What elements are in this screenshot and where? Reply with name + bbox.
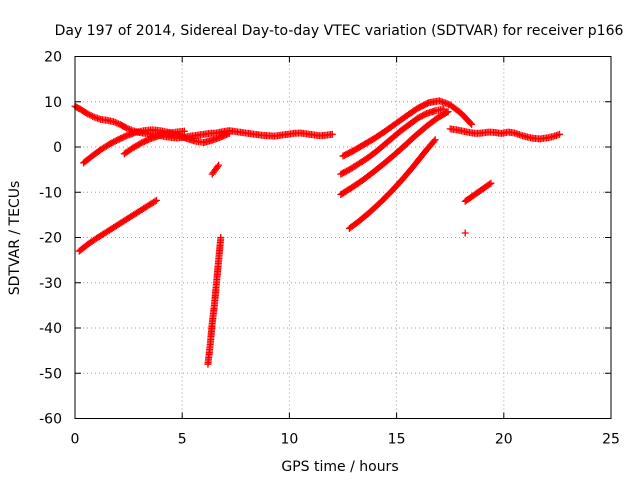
- y-tick-label: -30: [39, 276, 62, 292]
- y-tick-label: -60: [39, 412, 62, 428]
- data-point: [152, 196, 160, 204]
- series-early-rise: [75, 196, 160, 255]
- series-rise-3: [345, 136, 439, 232]
- series-baseline-early: [71, 102, 336, 142]
- data-point: [122, 124, 130, 132]
- data-point: [217, 234, 225, 241]
- data-point: [180, 127, 188, 135]
- data-point: [556, 130, 564, 138]
- y-tick-label: -20: [39, 231, 62, 247]
- y-tick-label: 20: [44, 50, 62, 66]
- data-point: [467, 119, 475, 127]
- plot-frame: [74, 56, 612, 419]
- data-point: [214, 163, 222, 171]
- y-tick-label: -50: [39, 366, 62, 382]
- series-late-rise: [461, 179, 495, 205]
- series-baseline-late: [446, 125, 564, 143]
- x-tick-label: 0: [71, 432, 80, 448]
- data-point: [87, 112, 95, 120]
- data-point: [431, 136, 439, 144]
- series-noon-dip: [204, 234, 225, 368]
- data-point: [89, 112, 97, 120]
- x-tick-label: 20: [495, 432, 513, 448]
- data-point: [443, 108, 451, 116]
- data-point: [111, 118, 119, 126]
- data-point: [84, 110, 92, 118]
- data-series: [71, 97, 564, 368]
- data-point: [151, 197, 159, 205]
- data-point: [328, 130, 336, 138]
- series-rise-2: [337, 108, 452, 199]
- data-point: [487, 179, 495, 187]
- x-tick-label: 5: [178, 432, 187, 448]
- grid: [75, 56, 611, 419]
- data-point: [461, 229, 469, 237]
- data-point: [215, 161, 223, 169]
- series-arc-b: [120, 127, 188, 158]
- data-point: [225, 129, 233, 137]
- data-point: [110, 118, 118, 126]
- y-axis-title: SDTVAR / TECUs: [7, 181, 23, 296]
- data-point: [486, 180, 494, 188]
- y-tick-label: -10: [39, 185, 62, 201]
- x-tick-label: 15: [388, 432, 406, 448]
- axis-ticks: 0 5 10 15 20 25 -60 -50 -40 -30 -20 -10 0 10 20: [39, 50, 620, 448]
- data-point: [430, 137, 438, 145]
- data-point: [124, 125, 132, 133]
- y-tick-label: 10: [44, 95, 62, 111]
- data-point: [444, 108, 452, 116]
- y-tick-label: 0: [53, 140, 62, 156]
- x-tick-label: 25: [602, 432, 620, 448]
- x-axis-title: GPS time / hours: [281, 459, 398, 475]
- data-point: [113, 119, 121, 127]
- x-tick-label: 10: [280, 432, 298, 448]
- chart-title: Day 197 of 2014, Sidereal Day-to-day VTE…: [55, 23, 624, 39]
- series-noon-spike: [208, 161, 223, 178]
- data-point: [85, 111, 93, 119]
- series-morning-bulge: [339, 97, 476, 160]
- series-late-point: [461, 229, 469, 237]
- y-tick-label: -40: [39, 321, 62, 337]
- data-point: [468, 120, 476, 128]
- series-rise-1: [337, 105, 448, 178]
